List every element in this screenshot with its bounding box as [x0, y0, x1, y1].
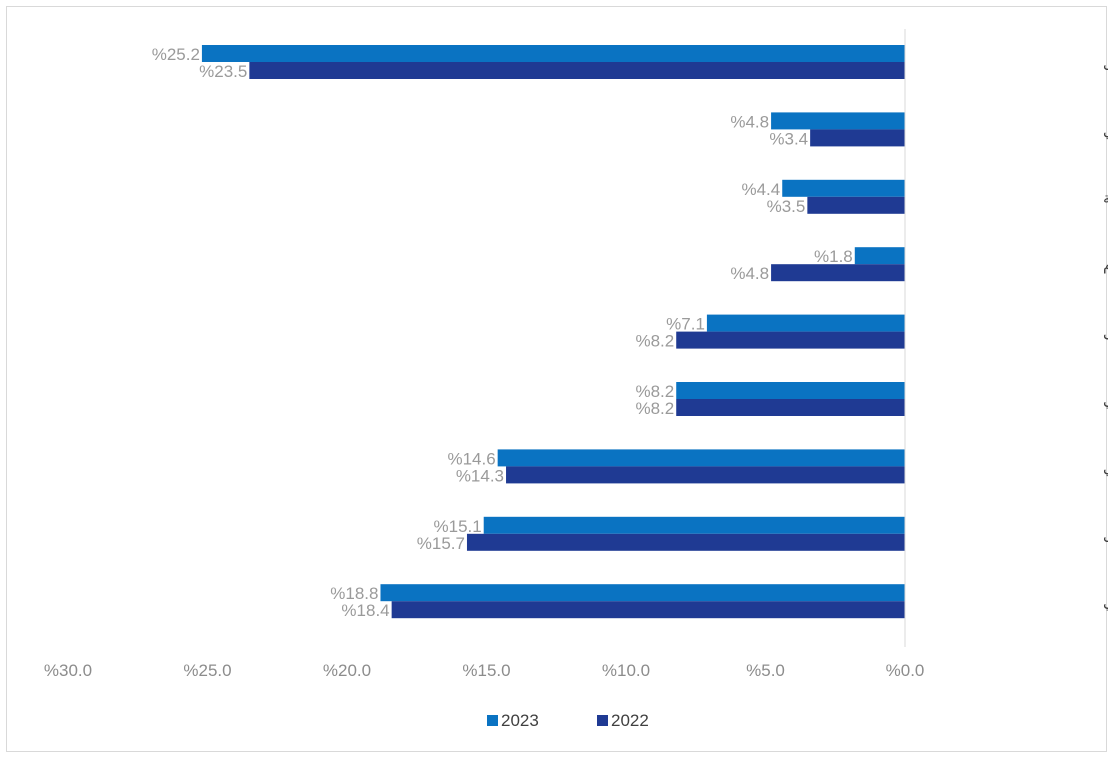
category-label-7: مضادات العدوى	[1103, 526, 1108, 544]
legend-label-2022: 2022	[611, 711, 649, 730]
legend: 2023 2022	[487, 711, 649, 730]
data-label-2022-5: %8.2	[635, 399, 674, 418]
bar-2022-3	[771, 264, 905, 282]
data-label-2022-8: %18.4	[341, 601, 389, 620]
bar-2022-5	[676, 399, 905, 416]
x-tick-label-5: %25.0	[183, 661, 231, 680]
x-tick-label-3: %15.0	[462, 661, 510, 680]
data-label-2022-2: %3.5	[767, 197, 806, 216]
bar-chart: %25.2%23.5الأخرى%4.8%3.4الجهاز الهضمي%4.…	[44, 29, 1108, 730]
bar-2023-6	[497, 449, 905, 467]
data-label-2022-1: %3.4	[769, 129, 808, 148]
bar-2022-7	[466, 533, 905, 551]
data-label-2023-4: %7.1	[666, 315, 705, 334]
data-label-2023-2: %4.4	[741, 180, 780, 199]
data-label-2023-6: %14.6	[447, 449, 495, 468]
bar-2023-3	[854, 247, 905, 265]
labels-layer: %25.2%23.5الأخرى%4.8%3.4الجهاز الهضمي%4.…	[152, 45, 1108, 620]
bar-2023-0	[201, 45, 906, 62]
category-label-4: أمراض الكلى	[1103, 323, 1108, 342]
category-label-5: الجهاز العصبي	[1103, 391, 1108, 410]
x-tick-label-0: %0.0	[886, 661, 925, 680]
x-tick-label-4: %20.0	[323, 661, 371, 680]
data-label-2022-7: %15.7	[417, 534, 465, 553]
bar-2022-1	[810, 129, 905, 147]
category-label-3: أمراض الأورام	[1103, 255, 1108, 274]
category-label-6: الجهاز التنفسي	[1103, 458, 1108, 477]
bar-2022-2	[807, 196, 905, 214]
bar-2022-8	[391, 601, 905, 619]
bar-2023-8	[380, 584, 906, 602]
bar-2022-0	[249, 62, 906, 79]
bars-layer	[201, 45, 906, 619]
bar-2022-6	[506, 466, 905, 484]
category-label-2: القلب والأوعية الدموية	[1103, 188, 1108, 207]
legend-swatch-2023	[487, 715, 498, 726]
category-label-0: الأخرى	[1103, 53, 1108, 72]
data-label-2023-3: %1.8	[814, 247, 853, 266]
x-tick-label-1: %5.0	[746, 661, 785, 680]
data-label-2023-0: %25.2	[152, 45, 200, 64]
data-label-2022-4: %8.2	[635, 332, 674, 351]
data-label-2023-7: %15.1	[434, 517, 482, 536]
legend-swatch-2022	[597, 715, 608, 726]
data-label-2022-6: %14.3	[456, 466, 504, 485]
category-label-1: الجهاز الهضمي	[1103, 121, 1108, 140]
bar-2023-1	[771, 112, 905, 130]
data-label-2022-0: %23.5	[199, 62, 247, 81]
bar-2023-4	[706, 314, 905, 332]
data-label-2022-3: %4.8	[730, 264, 769, 283]
legend-label-2023: 2023	[501, 711, 539, 730]
data-label-2023-5: %8.2	[635, 382, 674, 401]
bar-2022-4	[676, 331, 905, 349]
bar-2023-5	[676, 382, 905, 399]
chart-frame: %25.2%23.5الأخرى%4.8%3.4الجهاز الهضمي%4.…	[6, 6, 1108, 752]
data-label-2023-8: %18.8	[330, 584, 378, 603]
data-label-2023-1: %4.8	[730, 112, 769, 131]
bar-2023-2	[782, 179, 905, 197]
category-label-8: الجهاز العضلي الهيكلي	[1103, 593, 1108, 612]
bar-2023-7	[483, 516, 905, 534]
x-tick-label-2: %10.0	[602, 661, 650, 680]
x-tick-label-6: %30.0	[44, 661, 92, 680]
ticks-layer: %0.0 %5.0 %10.0 %15.0 %20.0 %25.0 %30.0	[44, 661, 924, 680]
